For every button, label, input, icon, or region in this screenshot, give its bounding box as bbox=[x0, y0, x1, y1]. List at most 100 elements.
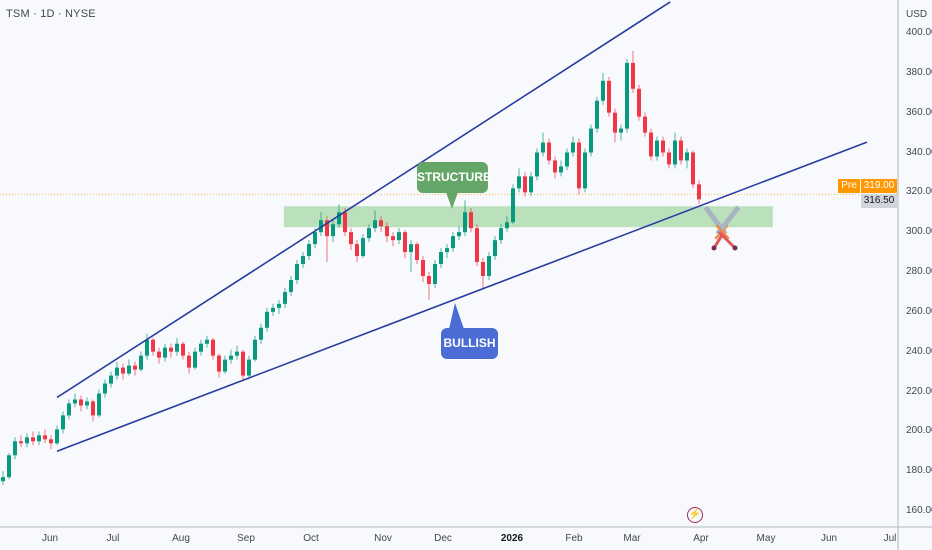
candle-body bbox=[295, 264, 299, 280]
candle-body bbox=[235, 351, 239, 356]
candle-body bbox=[211, 339, 215, 356]
premarket-price-badge: 319.00 bbox=[861, 179, 897, 193]
candle-body bbox=[91, 401, 95, 416]
time-tick: Aug bbox=[172, 533, 190, 544]
candle-body bbox=[403, 232, 407, 253]
candle-body bbox=[223, 359, 227, 372]
candle-body bbox=[61, 415, 65, 430]
candle-body bbox=[487, 256, 491, 276]
candle-body bbox=[277, 303, 281, 308]
candle-body bbox=[331, 224, 335, 237]
candle-body bbox=[697, 184, 701, 200]
price-tick: 200.00 bbox=[906, 425, 932, 437]
price-tick: 220.00 bbox=[906, 385, 932, 397]
bullish-callout[interactable]: BULLISH bbox=[441, 328, 498, 359]
candle-body bbox=[361, 238, 365, 257]
candle-body bbox=[139, 355, 143, 370]
candle-body bbox=[103, 383, 107, 394]
candle-body bbox=[619, 128, 623, 133]
candle-body bbox=[643, 116, 647, 133]
candle-body bbox=[655, 140, 659, 157]
candle-body bbox=[55, 429, 59, 444]
price-tick: 400.00 bbox=[906, 27, 932, 38]
time-tick: May bbox=[756, 533, 776, 544]
candle-body bbox=[685, 152, 689, 161]
price-tick: 260.00 bbox=[906, 305, 932, 317]
candle-body bbox=[667, 152, 671, 165]
candle-body bbox=[451, 236, 455, 249]
currency-label[interactable]: USD bbox=[906, 9, 928, 20]
candle-body bbox=[247, 359, 251, 376]
candle-body bbox=[31, 437, 35, 442]
time-tick: Jun bbox=[41, 533, 59, 544]
price-tick: 280.00 bbox=[906, 266, 932, 277]
candle-body bbox=[409, 244, 413, 253]
candle-body bbox=[469, 212, 473, 229]
candle-body bbox=[415, 244, 419, 261]
time-tick: Oct bbox=[303, 533, 319, 544]
candle-body bbox=[349, 232, 353, 245]
premarket-label: Pre bbox=[838, 179, 860, 193]
candle-body bbox=[445, 248, 449, 253]
candle-body bbox=[199, 343, 203, 352]
candle-body bbox=[259, 327, 263, 340]
candle-body bbox=[283, 291, 287, 304]
candle-body bbox=[187, 355, 191, 368]
candle-body bbox=[661, 140, 665, 153]
candle-body bbox=[373, 220, 377, 229]
candle-body bbox=[169, 347, 173, 352]
time-tick: Jun bbox=[820, 533, 838, 544]
candle-body bbox=[151, 339, 155, 352]
candle-body bbox=[541, 142, 545, 153]
candle-body bbox=[379, 220, 383, 227]
candle-body bbox=[7, 455, 11, 478]
candle-body bbox=[313, 232, 317, 245]
time-tick: Mar bbox=[623, 533, 641, 544]
support-zone bbox=[283, 206, 773, 228]
candle-body bbox=[37, 435, 41, 442]
candle-body bbox=[307, 244, 311, 257]
structure-callout-pointer bbox=[446, 192, 458, 209]
candle-body bbox=[385, 226, 389, 237]
time-tick: Jul bbox=[106, 533, 120, 544]
candle-body bbox=[289, 279, 293, 292]
candle-body bbox=[229, 355, 233, 360]
candle-body bbox=[535, 152, 539, 177]
candle-body bbox=[607, 80, 611, 113]
candle-body bbox=[367, 228, 371, 239]
candle-body bbox=[19, 441, 23, 444]
candle-body bbox=[583, 152, 587, 189]
structure-callout[interactable]: STRUCTURE bbox=[417, 162, 491, 193]
candle-body bbox=[505, 222, 509, 229]
lower-trendline bbox=[56, 141, 868, 452]
candle-body bbox=[601, 80, 605, 101]
candle-body bbox=[571, 142, 575, 153]
price-tick: 240.00 bbox=[906, 345, 932, 357]
candle-body bbox=[133, 365, 137, 370]
candle-body bbox=[559, 166, 563, 173]
candle-body bbox=[493, 240, 497, 257]
candle-body bbox=[193, 351, 197, 368]
lightning-icon[interactable]: ⚡ bbox=[687, 507, 703, 523]
candle-body bbox=[265, 311, 269, 328]
candle-body bbox=[523, 176, 527, 193]
time-tick: Dec bbox=[434, 533, 452, 544]
candle-body bbox=[673, 140, 677, 165]
candle-body bbox=[397, 232, 401, 241]
time-tick: Nov bbox=[374, 533, 392, 544]
candle-body bbox=[79, 399, 83, 406]
candle-body bbox=[319, 220, 323, 233]
candle-body bbox=[241, 351, 245, 376]
price-tick: 320.00 bbox=[906, 186, 932, 198]
candle-body bbox=[73, 399, 77, 404]
candle-body bbox=[355, 244, 359, 257]
candle-body bbox=[325, 220, 329, 237]
candle-body bbox=[637, 88, 641, 117]
candle-body bbox=[181, 343, 185, 356]
candle-body bbox=[421, 260, 425, 276]
candle-body bbox=[427, 275, 431, 284]
candle-body bbox=[205, 339, 209, 344]
candle-body bbox=[475, 228, 479, 263]
candle-body bbox=[499, 228, 503, 241]
